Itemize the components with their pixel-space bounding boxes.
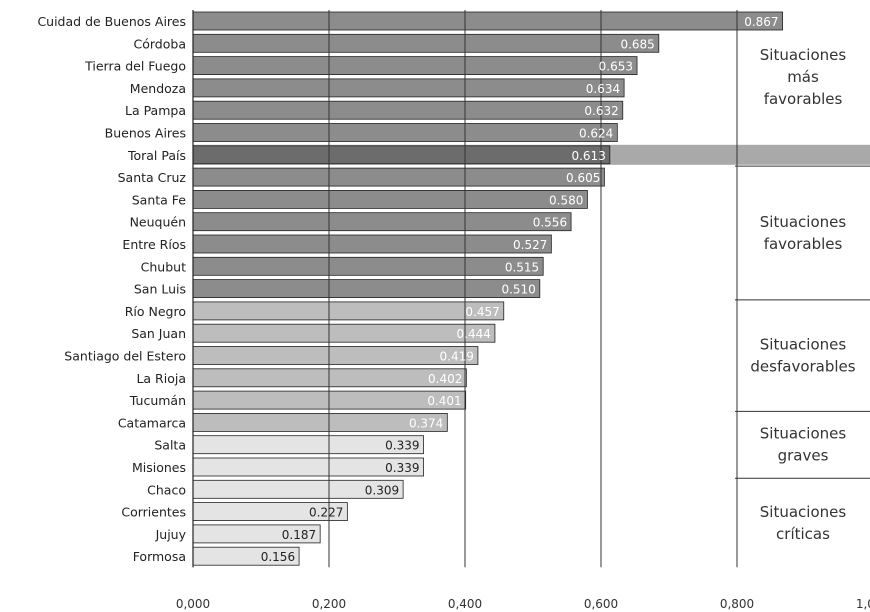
value-label: 0.419: [440, 350, 474, 364]
category-label: Mendoza: [130, 81, 186, 96]
bands-layer: Situaciones más favorables Situaciones favor…: [735, 46, 870, 543]
grid-layer: [192, 10, 738, 568]
bar-3: [192, 78, 625, 98]
category-label: Santiago del Estero: [64, 349, 186, 364]
bar-7: [192, 167, 605, 187]
x-tick-label: 0,000: [176, 597, 210, 611]
category-label: Toral País: [127, 148, 186, 163]
value-label: 0.339: [385, 439, 419, 453]
category-label: San Juan: [131, 326, 186, 341]
bar-6: [192, 145, 611, 165]
value-label: 0.339: [385, 461, 419, 475]
value-label: 0.156: [261, 550, 295, 564]
value-label: 0.457: [465, 305, 499, 319]
bar-4: [192, 100, 624, 120]
bar-12: [192, 279, 541, 299]
value-label: 0.402: [428, 372, 462, 386]
value-label: 0.401: [427, 394, 461, 408]
band-label: más: [787, 68, 819, 86]
value-label: 0.634: [586, 82, 620, 96]
band-label: Situaciones: [760, 46, 847, 64]
band-label: desfavorables: [750, 358, 855, 376]
band-label: favorables: [764, 235, 843, 253]
band-label: Situaciones: [760, 425, 847, 443]
category-label: Tierra del Fuego: [84, 59, 186, 74]
bar-0: [192, 11, 783, 31]
band-label: graves: [778, 447, 829, 465]
category-label: Misiones: [132, 460, 186, 475]
category-label: Cuidad de Buenos Aires: [37, 14, 186, 29]
value-label: 0.605: [566, 171, 600, 185]
bar-5: [192, 123, 618, 142]
category-label: Tucumán: [129, 393, 186, 408]
value-label: 0.515: [505, 260, 539, 274]
value-label: 0.187: [282, 528, 316, 542]
value-label: 0.685: [620, 37, 654, 51]
category-label: Río Negro: [125, 304, 186, 319]
value-label: 0.309: [365, 483, 399, 497]
band-label: críticas: [776, 525, 830, 543]
x-tick-label: 0,800: [720, 597, 754, 611]
bar-16: [192, 368, 467, 388]
bar-13: [192, 301, 505, 321]
value-label: 0.632: [584, 104, 618, 118]
band-label: Situaciones: [760, 336, 847, 354]
value-label: 0.867: [744, 15, 778, 29]
category-label: Catamarca: [118, 415, 186, 430]
x-tick-label: 1,000: [856, 597, 870, 611]
value-label: 0.624: [579, 127, 613, 141]
labels-layer: Cuidad de Buenos Aires 0.867 Córdoba 0.685 T…: [37, 14, 778, 564]
category-label: Buenos Aires: [105, 126, 186, 141]
bar-15: [192, 346, 479, 365]
band-label: Situaciones: [760, 503, 847, 521]
bar-1: [192, 33, 660, 53]
value-label: 0.527: [513, 238, 547, 252]
x-tick-label: 0,200: [312, 597, 346, 611]
category-label: Entre Ríos: [122, 237, 186, 252]
bar-10: [192, 234, 552, 254]
bar-2: [192, 56, 638, 75]
bar-14: [192, 323, 496, 343]
x-tick-label: 0,600: [584, 597, 618, 611]
value-label: 0.653: [599, 60, 633, 74]
x-tick-label: 0,400: [448, 597, 482, 611]
band-label: Situaciones: [760, 213, 847, 231]
category-label: Corrientes: [121, 505, 186, 520]
value-label: 0.510: [501, 283, 535, 297]
category-label: La Pampa: [125, 103, 186, 118]
category-label: Córdoba: [134, 36, 186, 51]
category-label: Neuquén: [130, 215, 186, 230]
value-label: 0.227: [309, 506, 343, 520]
x-axis-ticks: 0,000 0,200 0,400 0,600 0,800 1,000: [176, 597, 870, 611]
bars-layer: [192, 11, 870, 566]
band-label: favorables: [764, 90, 843, 108]
category-label: Santa Cruz: [118, 170, 187, 185]
category-label: Salta: [154, 438, 186, 453]
category-label: La Rioja: [136, 371, 186, 386]
value-label: 0.556: [533, 216, 567, 230]
category-label: San Luis: [134, 282, 186, 297]
value-label: 0.580: [549, 193, 583, 207]
value-label: 0.444: [457, 327, 491, 341]
bar-8: [192, 189, 588, 209]
value-label: 0.374: [409, 416, 443, 430]
bar-11: [192, 256, 544, 276]
bar-9: [192, 212, 572, 232]
category-label: Santa Fe: [132, 192, 187, 207]
value-label: 0.613: [571, 149, 605, 163]
category-label: Chaco: [147, 482, 186, 497]
category-label: Chubut: [141, 259, 186, 274]
category-label: Jujuy: [155, 527, 187, 542]
category-label: Formosa: [133, 549, 186, 564]
